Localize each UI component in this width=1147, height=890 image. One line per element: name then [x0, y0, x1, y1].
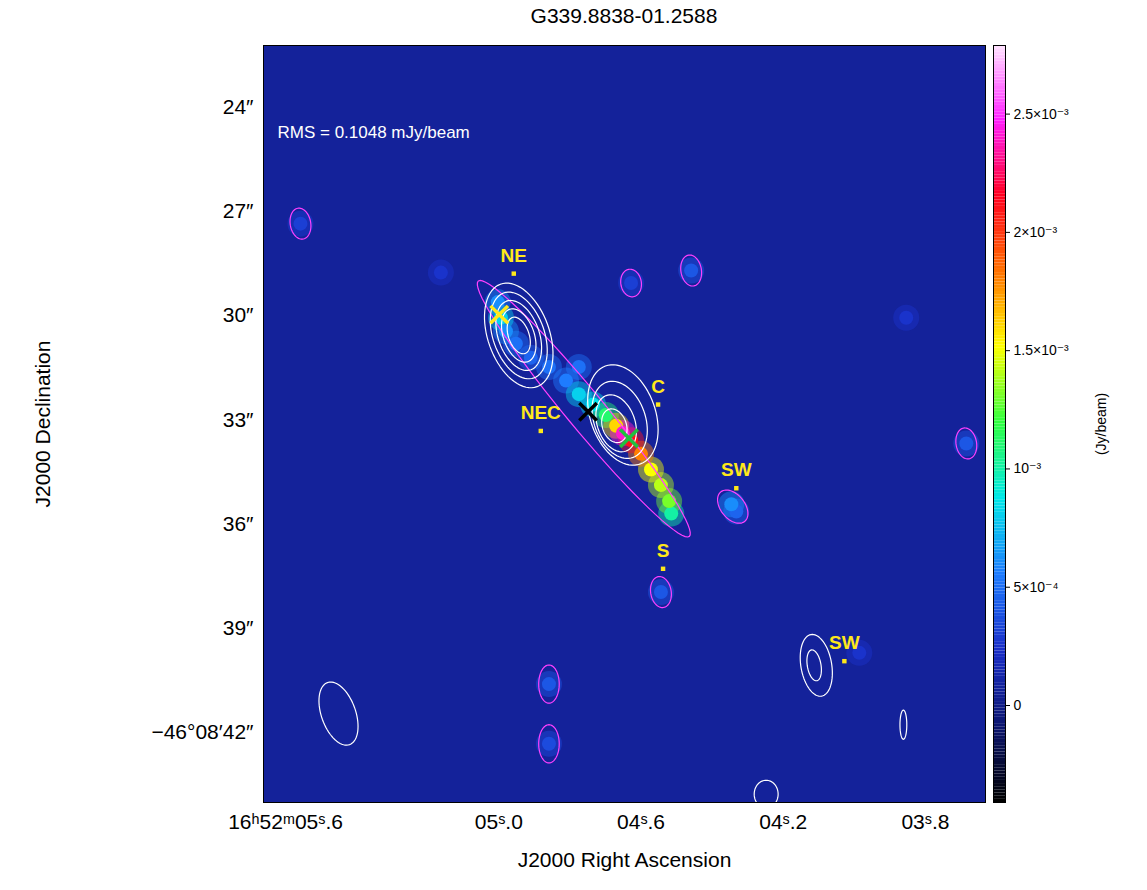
- svg-text:27″: 27″: [223, 199, 254, 222]
- svg-text:NEC: NEC: [521, 402, 561, 423]
- svg-text:(Jy/beam): (Jy/beam): [1093, 393, 1109, 455]
- svg-text:S: S: [657, 540, 670, 561]
- svg-text:16ʰ52ᵐ05ˢ.6: 16ʰ52ᵐ05ˢ.6: [228, 810, 343, 833]
- svg-text:1.5×10⁻³: 1.5×10⁻³: [1014, 342, 1070, 358]
- svg-text:24″: 24″: [223, 95, 254, 118]
- svg-text:36″: 36″: [223, 512, 254, 535]
- svg-text:5×10⁻⁴: 5×10⁻⁴: [1014, 579, 1059, 595]
- svg-text:30″: 30″: [223, 303, 254, 326]
- svg-text:04ˢ.6: 04ˢ.6: [617, 810, 665, 833]
- svg-text:2×10⁻³: 2×10⁻³: [1014, 224, 1058, 240]
- svg-text:C: C: [651, 376, 665, 397]
- svg-text:05ˢ.0: 05ˢ.0: [475, 810, 523, 833]
- svg-text:NE: NE: [501, 245, 527, 266]
- svg-text:2.5×10⁻³: 2.5×10⁻³: [1014, 106, 1070, 122]
- svg-text:RMS = 0.1048 mJy/beam: RMS = 0.1048 mJy/beam: [278, 123, 470, 142]
- svg-text:10⁻³: 10⁻³: [1014, 460, 1042, 476]
- svg-text:39″: 39″: [223, 616, 254, 639]
- svg-text:SW: SW: [721, 459, 752, 480]
- svg-text:33″: 33″: [223, 408, 254, 431]
- svg-text:SW: SW: [829, 632, 860, 653]
- html-text:G339.8838-01.2588: G339.8838-01.2588: [530, 4, 718, 27]
- svg-text:0: 0: [1014, 697, 1022, 713]
- svg-text:−46°08′42″: −46°08′42″: [151, 720, 254, 743]
- svg-text:J2000 Declination: J2000 Declination: [31, 341, 54, 508]
- svg-text:J2000 Right Ascension: J2000 Right Ascension: [518, 848, 732, 871]
- svg-text:03ˢ.8: 03ˢ.8: [901, 810, 949, 833]
- svg-text:04ˢ.2: 04ˢ.2: [759, 810, 807, 833]
